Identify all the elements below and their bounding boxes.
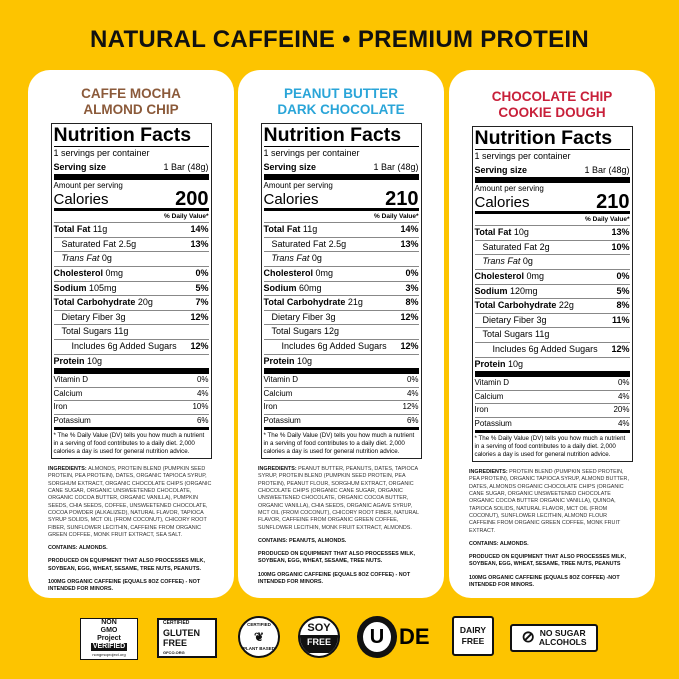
nutrient-row: Trans Fat 0g (474, 254, 630, 269)
nutrient-row: Total Fat 11g 14% (263, 222, 419, 237)
vitamin-row: Potassium 4% (474, 416, 630, 431)
equipment-warning: PRODUCED ON EQUIPMENT THAT ALSO PROCESSE… (48, 558, 205, 572)
nutrient-row: Includes 6g Added Sugars 12% (263, 338, 419, 354)
nutrient-row: Dietary Fiber 3g 12% (53, 309, 209, 325)
nutrient-row: Total Fat 10g 13% (474, 225, 630, 240)
nutrient-row: Trans Fat 0g (53, 251, 209, 266)
vitamin-row: Calcium 4% (263, 386, 419, 401)
headline: NATURAL CAFFEINE • PREMIUM PROTEIN (89, 26, 590, 53)
allergen-contains: CONTAINS: ALMONDS. (48, 545, 108, 552)
vitamin-row: Iron 10% (53, 400, 209, 414)
amount-per-serving: Amount per serving (474, 177, 630, 194)
nutrient-row: Total Fat 11g 14% (53, 222, 209, 237)
nutrient-row: Total Sugars 11g (474, 327, 630, 342)
nutrient-row: Cholesterol 0mg 0% (474, 268, 630, 284)
kosher-ou-icon: U DE (357, 616, 430, 658)
nutrition-facts-label: Nutrition Facts 1 servings per container… (50, 123, 212, 460)
vitamin-row: Potassium 6% (53, 413, 209, 428)
gluten-free-icon: CERTIFIED GLUTEN FREE GFCO.ORG (157, 618, 217, 658)
nutrient-row: Protein 10g (53, 353, 209, 369)
nutrient-row: Dietary Fiber 3g 12% (263, 309, 419, 325)
non-gmo-icon: NON GMO Project VERIFIED nongmoproject.org (80, 618, 138, 660)
vitamin-row: Calcium 4% (53, 386, 209, 401)
caffeine-note: 100MG ORGANIC CAFFEINE (EQUALS 8OZ COFFE… (258, 571, 411, 585)
prohibited-icon: ⊘ (521, 629, 535, 647)
nutrient-row: Dietary Fiber 3g 11% (474, 312, 630, 328)
ingredients-block: INGREDIENTS: PEANUT BUTTER, PEANUTS, DAT… (258, 466, 424, 586)
caffeine-note: 100MG ORGANIC CAFFEINE (EQUALS 8OZ COFFE… (48, 578, 201, 593)
amount-per-serving: Amount per serving (263, 174, 419, 191)
flavor-name: PEANUT BUTTER DARK CHOCOLATE (277, 86, 405, 117)
plant-based-icon: CERTIFIED ❦ PLANT BASED (238, 616, 280, 658)
nutrient-row: Cholesterol 0mg 0% (263, 265, 419, 281)
nutrition-facts-label: Nutrition Facts 1 servings per container… (260, 123, 422, 460)
nutrition-facts-title: Nutrition Facts (263, 124, 419, 147)
nutrient-row: Total Carbohydrate 22g 8% (474, 298, 630, 313)
serving-size: Serving size 1 Bar (48g) (53, 161, 209, 172)
nutrient-row: Sodium 60mg 3% (263, 280, 419, 296)
calories: Calories 210 (263, 188, 419, 211)
caffeine-note: 100MG ORGANIC CAFFEINE (EQUALS 8OZ COFFE… (469, 574, 620, 588)
nutrient-row: Includes 6g Added Sugars 12% (474, 341, 630, 357)
nutrition-facts-title: Nutrition Facts (474, 127, 630, 150)
vitamin-row: Iron 12% (263, 400, 419, 414)
servings-per-container: 1 servings per container (474, 151, 571, 161)
equipment-warning: PRODUCED ON EQUIPMENT THAT ALSO PROCESSE… (469, 554, 626, 568)
servings-per-container: 1 servings per container (263, 148, 360, 158)
flavor-name: CAFFE MOCHA ALMOND CHIP (81, 86, 181, 117)
daily-value-header: % Daily Value* (263, 208, 419, 222)
nutrient-row: Total Carbohydrate 21g 8% (263, 295, 419, 310)
vitamin-row: Calcium 4% (474, 389, 630, 404)
calories: Calories 210 (474, 191, 630, 214)
vitamin-row: Iron 20% (474, 403, 630, 417)
serving-size: Serving size 1 Bar (48g) (474, 164, 630, 175)
daily-value-header: % Daily Value* (474, 211, 630, 225)
serving-size: Serving size 1 Bar (48g) (263, 161, 419, 172)
product-card: CAFFE MOCHA ALMOND CHIP Nutrition Facts 1… (28, 70, 234, 598)
servings-per-container: 1 servings per container (53, 148, 150, 158)
nutrient-row: Protein 10g (474, 356, 630, 372)
nutrient-row: Saturated Fat 2.5g 13% (53, 236, 209, 252)
nutrient-row: Cholesterol 0mg 0% (53, 265, 209, 281)
nutrient-row: Sodium 105mg 5% (53, 280, 209, 296)
leaf-icon: ❦ (253, 630, 265, 644)
nutrient-row: Trans Fat 0g (263, 251, 419, 266)
nutrient-row: Total Sugars 12g (263, 324, 419, 339)
certification-badges: NON GMO Project VERIFIED nongmoproject.org C… (0, 610, 679, 660)
footnote: * The % Daily Value (DV) tells you how m… (474, 430, 630, 461)
dairy-free-icon: DAIRY FREE (452, 616, 494, 656)
calories: Calories 200 (53, 188, 209, 211)
nutrient-row: Sodium 120mg 5% (474, 283, 630, 299)
footnote: * The % Daily Value (DV) tells you how m… (263, 427, 419, 458)
no-sugar-alcohols-icon: ⊘ NO SUGAR ALCOHOLS (510, 624, 598, 652)
nutrition-facts-label: Nutrition Facts 1 servings per container… (471, 126, 633, 463)
nutrient-row: Total Carbohydrate 20g 7% (53, 295, 209, 310)
daily-value-header: % Daily Value* (53, 208, 209, 222)
ingredients-block: INGREDIENTS: PROTEIN BLEND (PUMPKIN SEED… (469, 469, 635, 589)
vitamin-row: Vitamin D 0% (474, 371, 630, 390)
nutrient-row: Protein 10g (263, 353, 419, 369)
allergen-contains: CONTAINS: ALMONDS. (469, 540, 529, 547)
nutrient-row: Saturated Fat 2g 10% (474, 239, 630, 255)
vitamin-row: Potassium 6% (263, 413, 419, 428)
footnote: * The % Daily Value (DV) tells you how m… (53, 427, 209, 458)
product-card: PEANUT BUTTER DARK CHOCOLATE Nutrition Fa… (238, 70, 444, 598)
soy-free-icon: SOY FREE (298, 616, 340, 658)
nutrient-row: Saturated Fat 2.5g 13% (263, 236, 419, 252)
allergen-contains: CONTAINS: PEANUTS, ALMONDS. (258, 537, 347, 544)
vitamin-row: Vitamin D 0% (53, 368, 209, 387)
nutrient-row: Includes 6g Added Sugars 12% (53, 338, 209, 354)
vitamin-row: Vitamin D 0% (263, 368, 419, 387)
product-card: CHOCOLATE CHIP COOKIE DOUGH Nutrition Fac… (449, 70, 655, 598)
nutrient-row: Total Sugars 11g (53, 324, 209, 339)
equipment-warning: PRODUCED ON EQUIPMENT THAT ALSO PROCESSE… (258, 551, 415, 565)
amount-per-serving: Amount per serving (53, 174, 209, 191)
flavor-name: CHOCOLATE CHIP COOKIE DOUGH (491, 89, 613, 120)
nutrition-facts-title: Nutrition Facts (53, 124, 209, 147)
ingredients-block: INGREDIENTS: ALMONDS, PROTEIN BLEND (PUM… (48, 466, 214, 593)
